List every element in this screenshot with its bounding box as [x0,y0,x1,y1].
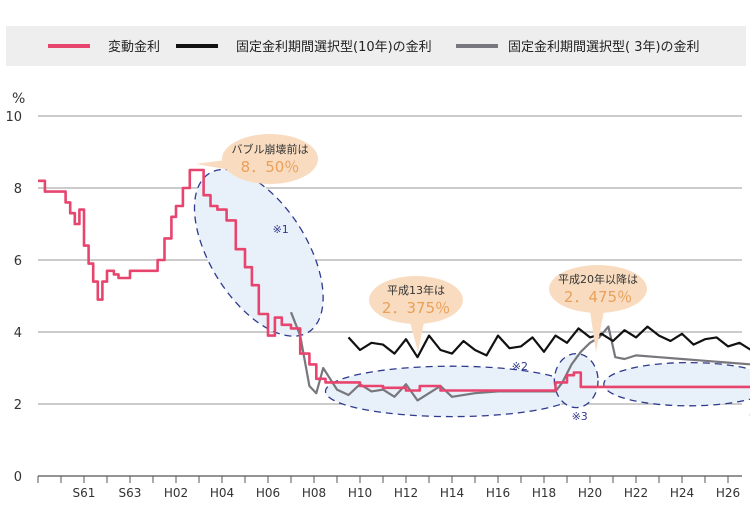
x-tick-label: H04 [210,486,234,500]
y-tick-label: 2 [14,398,22,413]
series-line-fixed10 [349,327,750,358]
callout-value: 2．475％ [564,288,632,306]
y-tick-label: 4 [14,326,22,341]
x-tick-label: H10 [348,486,372,500]
x-tick-label: S61 [73,486,96,500]
note-marker: ※2 [512,360,528,373]
note-marker: ※1 [273,223,289,236]
highlight-ellipse [554,354,598,408]
callout-value: 8．50％ [241,158,300,176]
x-tick-label: H20 [578,486,602,500]
callout-value: 2．375％ [382,299,450,317]
x-tick-label: H14 [440,486,464,500]
y-unit-label: % [12,91,25,107]
note-marker: ※3 [572,410,588,423]
x-tick-label: H26 [716,486,740,500]
x-tick-label: H24 [670,486,694,500]
legend-label-variable: 変動金利 [108,39,160,55]
x-tick-label: H16 [486,486,510,500]
callout-title: バブル崩壊前は [232,142,309,156]
x-tick-label: H12 [394,486,418,500]
y-tick-label: 8 [14,182,22,197]
legend-label-fixed10: 固定金利期間選択型(10年)の金利 [236,39,432,55]
x-tick-label: H08 [302,486,326,500]
x-tick-label: H22 [624,486,648,500]
x-tick-label: H06 [256,486,280,500]
highlight-ellipse [604,363,750,406]
legend-label-fixed3: 固定金利期間選択型( 3年)の金利 [508,39,700,55]
y-tick-label: 10 [5,110,22,125]
x-tick-label: S63 [119,486,142,500]
callout-title: 平成13年は [387,283,445,297]
y-tick-label: 6 [14,254,22,269]
callout-title: 平成20年以降は [558,272,638,286]
x-tick-label: H02 [164,486,188,500]
y-tick-label: 0 [14,470,22,485]
x-tick-label: H18 [532,486,556,500]
